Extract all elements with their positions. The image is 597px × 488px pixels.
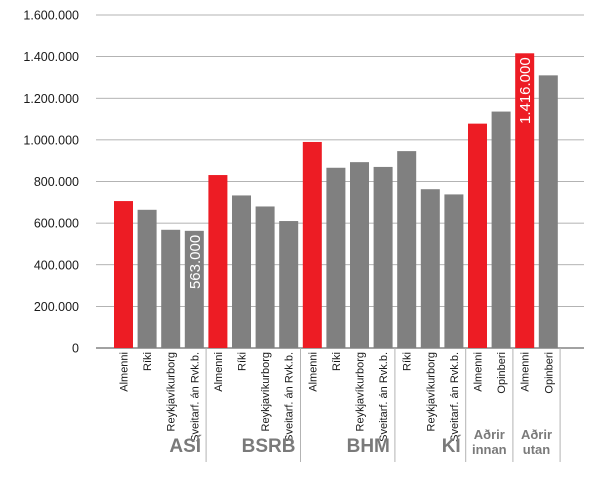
bar — [232, 195, 251, 348]
x-tick-label: Reykjavíkurborg — [425, 352, 437, 431]
bar — [491, 111, 511, 348]
bar — [137, 209, 157, 348]
bar — [373, 166, 393, 348]
bar — [538, 75, 558, 348]
group-dividers — [205, 348, 561, 462]
bar — [444, 194, 464, 348]
y-tick-label: 1.400.000 — [23, 50, 79, 64]
bar — [114, 201, 133, 348]
bar — [515, 53, 535, 349]
bar — [326, 167, 346, 348]
x-tick-label: Opinberi — [496, 352, 508, 394]
x-tick-label: Ríki — [142, 352, 154, 371]
y-tick-label: 400.000 — [34, 258, 79, 272]
y-axis-tick-labels: 0 200.000 400.000 600.000 800.000 1.000.000 1.… — [23, 9, 79, 356]
group-labels: ASÍ BSRB BHM KÍ Aðrir innan Aðrir utan — [169, 427, 552, 457]
bar — [184, 230, 204, 348]
x-tick-label: Reykjavíkurborg — [260, 352, 272, 431]
group-label: KÍ — [442, 435, 462, 457]
y-tick-label: 1.200.000 — [23, 92, 79, 106]
bar — [468, 123, 487, 348]
bar — [255, 206, 275, 348]
bars — [114, 53, 558, 349]
bar — [208, 175, 228, 348]
x-tick-label: Sveitarf. án Rvk.b. — [449, 352, 461, 442]
x-tick-label: Opinberi — [543, 352, 555, 394]
x-tick-label: Almenni — [119, 352, 131, 392]
x-tick-label: Almenni — [307, 352, 319, 392]
y-tick-label: 600.000 — [34, 217, 79, 231]
y-tick-label: 200.000 — [34, 300, 79, 314]
bar — [161, 229, 181, 348]
x-tick-label: Ríki — [402, 352, 414, 371]
x-tick-label: Reykjavíkurborg — [355, 352, 367, 431]
x-tick-label: Sveitarf. án Rvk.b. — [284, 352, 296, 442]
x-tick-label: Ríki — [237, 352, 249, 371]
y-tick-label: 800.000 — [34, 175, 79, 189]
y-tick-label: 1.000.000 — [23, 133, 79, 147]
group-label: Aðrir utan — [521, 427, 552, 457]
bar — [302, 141, 322, 348]
y-tick-label: 0 — [72, 342, 79, 356]
x-tick-label: Reykjavíkurborg — [166, 352, 178, 431]
data-label: 1.416.000 — [517, 57, 534, 124]
x-tick-label: Sveitarf. án Rvk.b. — [378, 352, 390, 442]
bar — [279, 221, 299, 348]
group-label: BHM — [347, 436, 390, 457]
group-label: ASÍ — [169, 435, 201, 457]
x-tick-label: Almenni — [473, 352, 485, 392]
bar — [420, 189, 440, 348]
x-tick-label: Almenni — [213, 352, 225, 392]
group-label: BSRB — [242, 436, 296, 457]
data-labels: 563.000 1.416.000 — [187, 57, 534, 289]
x-tick-label: Sveitarf. án Rvk.b. — [189, 352, 201, 442]
y-tick-label: 1.600.000 — [23, 9, 79, 23]
x-tick-label: Ríki — [331, 352, 343, 371]
x-tick-label: Almenni — [520, 352, 532, 392]
x-axis-tick-labels: Almenni Ríki Reykjavíkurborg Sveitarf. án R… — [119, 352, 556, 442]
group-label: Aðrir innan — [472, 427, 507, 457]
bar — [397, 151, 417, 348]
bar — [350, 162, 369, 348]
data-label: 563.000 — [187, 235, 204, 289]
